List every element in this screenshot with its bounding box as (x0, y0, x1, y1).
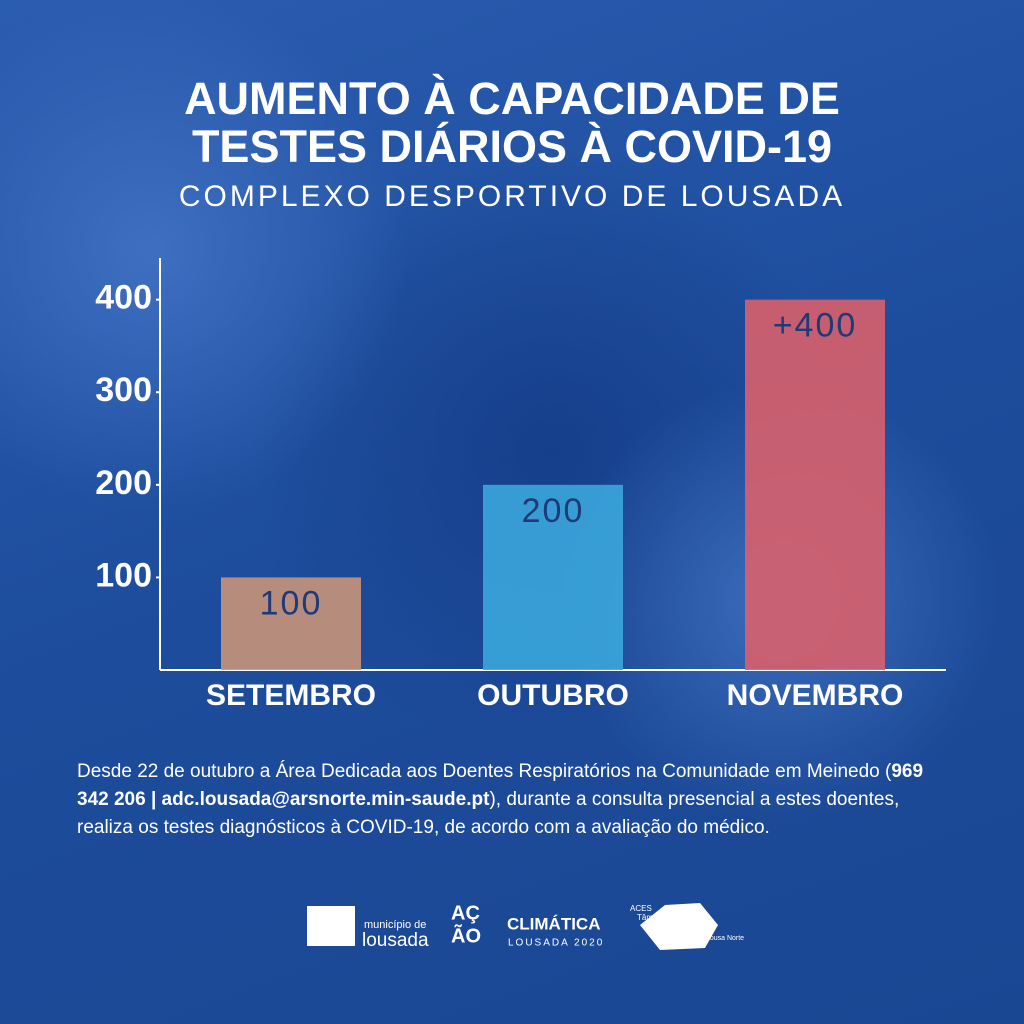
value-label: +400 (773, 307, 858, 345)
footer-contact: 969 342 206 | adc.lousada@arsnorte.min-s… (77, 761, 924, 810)
logo-text: Vale do Sousa Norte (680, 935, 744, 942)
logo-map (640, 903, 718, 950)
footer-text: Desde 22 de outubro a Área Dedicada aos … (77, 758, 957, 842)
logo-text: ÃO (451, 924, 481, 947)
logo-text: AÇ (451, 902, 480, 924)
bar (483, 484, 623, 670)
footer-text-part: Desde 22 de outubro a Área Dedicada aos … (77, 761, 892, 782)
logo-text: CLIMÁTICA (507, 914, 600, 933)
y-tick-label: 200 (95, 464, 152, 502)
chart-title: TESTES DIÁRIOS À COVID-19 (192, 121, 832, 172)
bar (745, 299, 885, 670)
footer-text-part: ), durante a consulta presencial a estes… (77, 789, 900, 838)
x-tick-label: OUTUBRO (477, 679, 629, 712)
logo-text: município de (364, 919, 426, 931)
logo-municipio: município de lousada (307, 906, 429, 951)
chart-subtitle: COMPLEXO DESPORTIVO DE LOUSADA (179, 180, 845, 213)
logo-text: LOUSADA 2020 (508, 938, 604, 949)
logo-text: lousada (362, 930, 429, 951)
value-label: 200 (522, 492, 585, 530)
logo-icon (307, 906, 355, 946)
bar (221, 577, 361, 670)
y-tick-label: 100 (95, 556, 152, 594)
chart-title: AUMENTO À CAPACIDADE DE (184, 73, 840, 124)
y-tick-label: 400 (95, 279, 152, 317)
logo-text: Tâmega III (637, 913, 675, 922)
x-tick-label: SETEMBRO (206, 679, 376, 712)
x-tick-label: NOVEMBRO (727, 679, 904, 712)
logo-text: ACES (630, 904, 652, 913)
value-label: 100 (260, 584, 323, 622)
y-tick-label: 300 (95, 371, 152, 409)
logo-aces: ACES Tâmega III Vale do Sousa Norte (630, 903, 744, 950)
logo-acao: AÇ ÃO CLIMÁTICA LOUSADA 2020 (451, 902, 604, 949)
